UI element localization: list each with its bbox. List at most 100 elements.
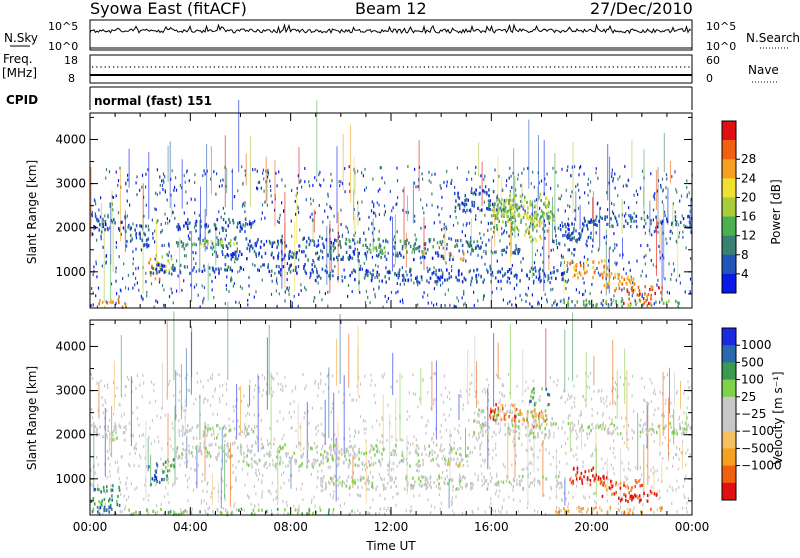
region-cell <box>409 465 411 468</box>
noise-cell <box>477 299 478 302</box>
noise-cell <box>531 447 532 450</box>
noise-cell <box>372 178 373 181</box>
region-cell <box>537 435 539 438</box>
noise-cell <box>156 504 157 507</box>
region-cell <box>217 453 219 456</box>
noise-cell <box>323 391 324 394</box>
region-cell <box>661 286 663 289</box>
region-cell <box>166 474 168 477</box>
region-cell <box>104 228 106 231</box>
noise-cell <box>465 302 466 305</box>
noise-cell <box>614 173 615 176</box>
region-cell <box>476 420 478 423</box>
noise-cell <box>576 507 577 510</box>
noise-cell <box>474 304 475 307</box>
noise-cell <box>279 292 280 295</box>
noise-cell <box>492 274 493 277</box>
noise-cell <box>568 279 569 282</box>
region-cell <box>210 455 212 458</box>
region-cell <box>482 434 484 437</box>
noise-cell <box>630 269 631 272</box>
noise-cell <box>316 486 317 489</box>
noise-cell <box>348 231 349 234</box>
region-cell <box>200 442 202 445</box>
noise-cell <box>462 512 463 515</box>
region-cell <box>176 241 178 244</box>
noise-cell <box>137 406 138 409</box>
region-cell <box>507 431 509 434</box>
noise-cell <box>443 401 444 404</box>
noise-cell <box>421 172 422 175</box>
noise-cell <box>495 433 496 436</box>
region-cell <box>518 413 520 416</box>
noise-cell <box>415 234 416 237</box>
noise-cell <box>396 274 397 277</box>
noise-cell <box>255 384 256 387</box>
noise-cell <box>92 484 93 487</box>
region-cell <box>120 426 122 429</box>
noise-cell <box>457 222 458 225</box>
region-cell <box>403 276 405 279</box>
noise-cell <box>484 294 485 297</box>
region-cell <box>466 203 468 206</box>
region-cell <box>374 454 376 457</box>
streak-cell <box>682 444 683 469</box>
noise-cell <box>302 483 303 486</box>
noise-cell <box>430 376 431 379</box>
region-cell <box>350 445 352 448</box>
noise-cell <box>237 247 238 250</box>
noise-cell <box>299 505 300 508</box>
region-cell <box>451 238 453 241</box>
noise-cell <box>523 257 524 260</box>
region-cell <box>480 245 482 248</box>
region-cell <box>336 239 338 242</box>
region-cell <box>159 481 161 484</box>
region-cell <box>459 462 461 465</box>
region-cell <box>461 273 463 276</box>
noise-cell <box>370 384 371 387</box>
region-cell <box>113 430 115 433</box>
noise-cell <box>411 279 412 282</box>
noise-cell <box>573 455 574 458</box>
noise-cell <box>670 230 671 233</box>
noise-cell <box>451 503 452 506</box>
region-cell <box>526 273 528 276</box>
region-cell <box>275 463 277 466</box>
noise-cell <box>681 195 682 198</box>
region-cell <box>328 274 330 277</box>
noise-cell <box>632 437 633 440</box>
region-cell <box>350 461 352 464</box>
noise-cell <box>197 381 198 384</box>
region-cell <box>330 254 332 257</box>
region-cell <box>646 295 648 298</box>
noise-cell <box>406 274 407 277</box>
noise-cell <box>587 437 588 440</box>
streak-cell <box>664 133 665 172</box>
region-cell <box>634 288 636 291</box>
noise-cell <box>477 507 478 510</box>
noise-cell <box>438 213 439 216</box>
noise-cell <box>385 266 386 269</box>
noise-cell <box>645 232 646 235</box>
region-cell <box>563 301 565 304</box>
noise-cell <box>281 178 282 181</box>
noise-cell <box>649 248 650 251</box>
region-cell <box>125 230 127 233</box>
noise-cell <box>670 415 671 418</box>
noise-cell <box>619 254 620 257</box>
noise-cell <box>300 283 301 286</box>
noise-cell <box>484 388 485 391</box>
region-cell <box>162 471 164 474</box>
noise-cell <box>322 221 323 224</box>
region-cell <box>625 219 627 222</box>
region-cell <box>529 432 531 435</box>
region-cell <box>185 453 187 456</box>
noise-cell <box>372 425 373 428</box>
region-cell <box>493 431 495 434</box>
noise-cell <box>262 394 263 397</box>
nsky-tick-bottom: 10^0 <box>48 40 78 53</box>
noise-cell <box>368 460 369 463</box>
region-cell <box>245 435 247 438</box>
noise-cell <box>412 443 413 446</box>
noise-cell <box>649 476 650 479</box>
